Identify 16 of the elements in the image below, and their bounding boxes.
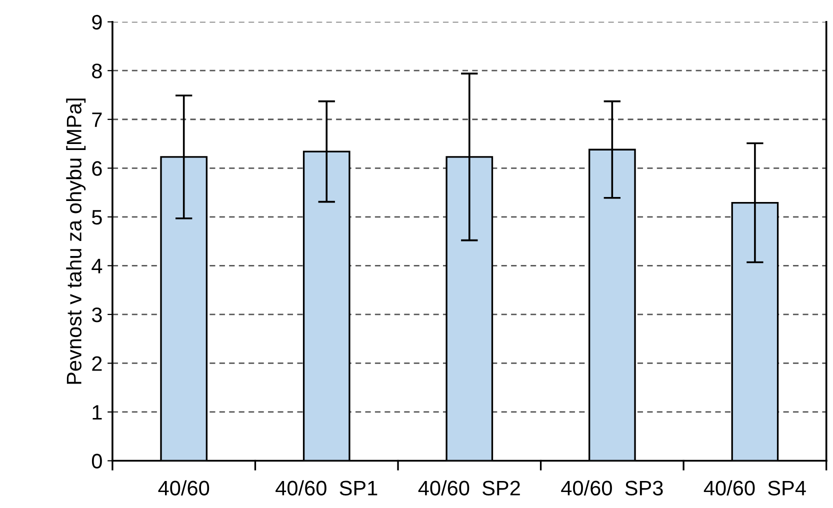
x-tick-label: 40/60 SP2 bbox=[418, 480, 520, 496]
y-tick-label: 0 bbox=[92, 454, 102, 469]
x-tick-label: 40/60 bbox=[158, 480, 210, 496]
y-tick-label: 5 bbox=[92, 210, 102, 225]
y-tick-label: 4 bbox=[92, 258, 102, 274]
x-tick-label: 40/60 SP3 bbox=[561, 480, 663, 496]
y-tick-label: 8 bbox=[92, 64, 102, 78]
y-tick-label: 1 bbox=[92, 405, 102, 420]
y-tick-label: 9 bbox=[92, 14, 102, 30]
y-tick-label: 3 bbox=[92, 307, 102, 322]
y-tick-label: 7 bbox=[92, 112, 102, 127]
x-tick-label: 40/60 SP4 bbox=[704, 480, 806, 496]
y-tick-label: 2 bbox=[92, 356, 102, 371]
x-tick-label: 40/60 SP1 bbox=[276, 480, 378, 496]
y-tick-label: 6 bbox=[92, 161, 102, 176]
y-axis-title: Pevnost v tahu za ohybu [MPa] bbox=[66, 98, 86, 384]
